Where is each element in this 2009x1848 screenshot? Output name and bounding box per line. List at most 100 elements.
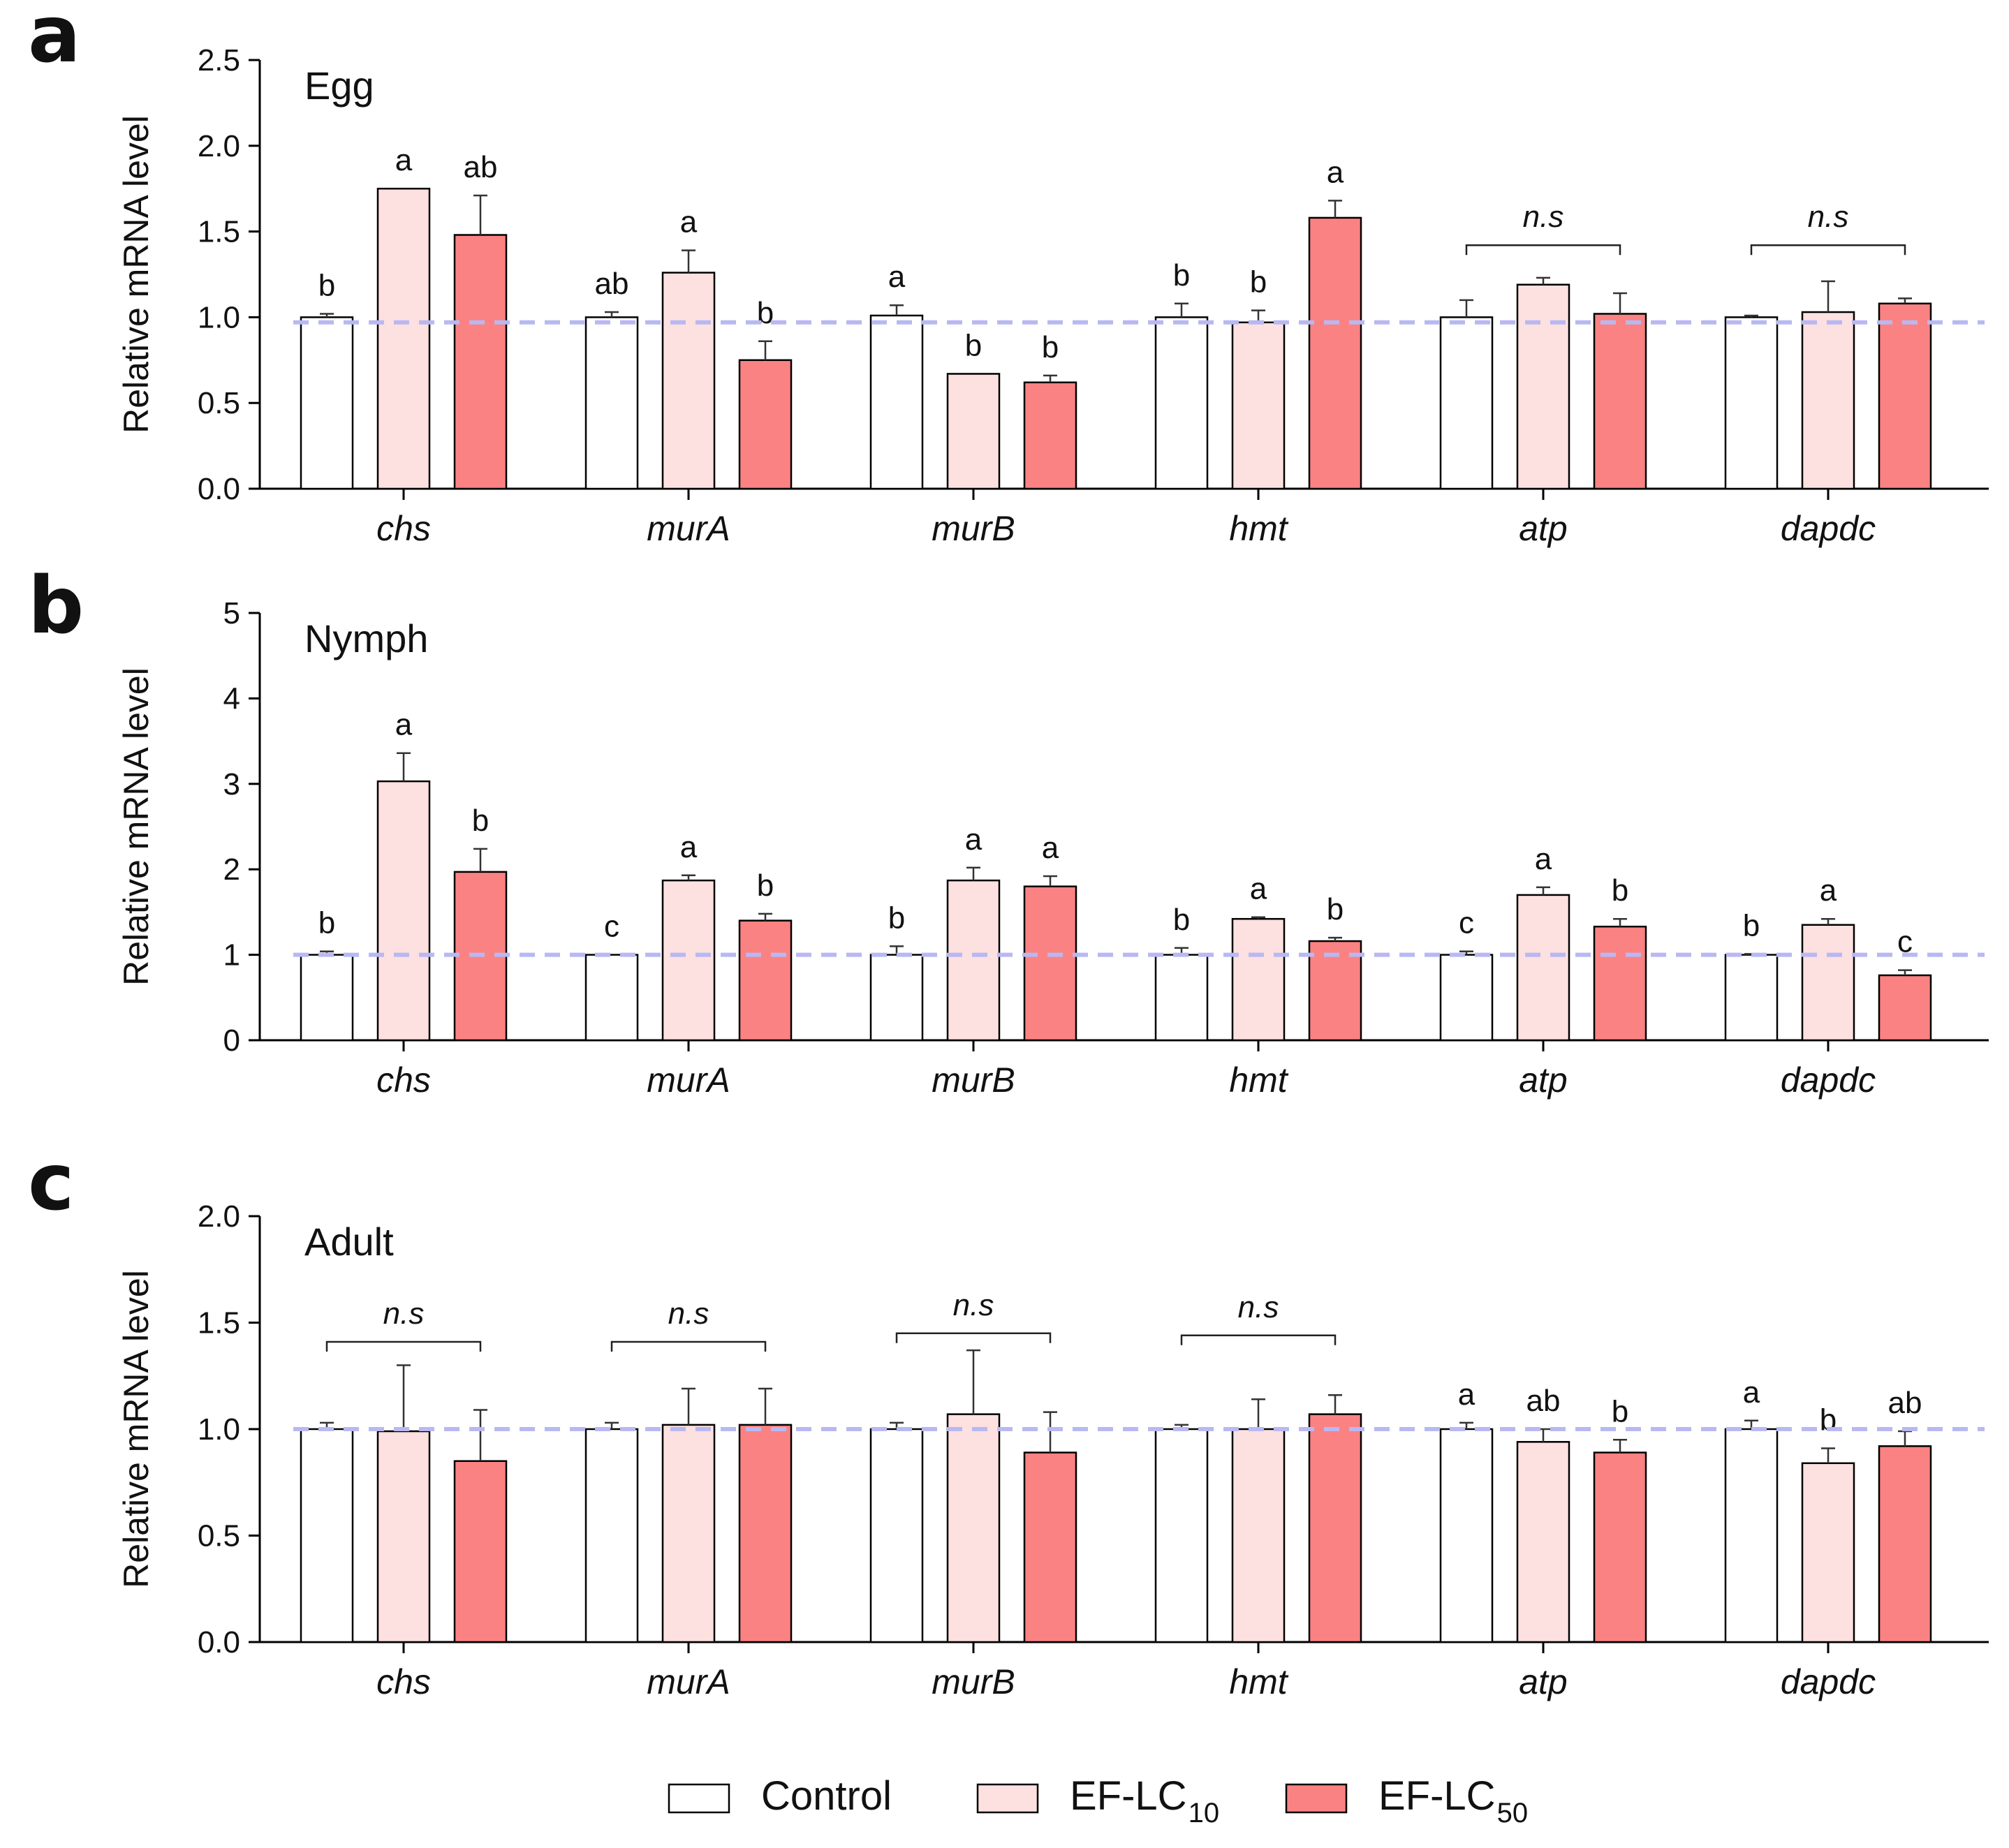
panel-c-bar-dapdc-s2 [1878, 1445, 1932, 1643]
panel-c-ns-bracket-hmt [1180, 1334, 1337, 1345]
panel-a-bar-dapdc-s2 [1878, 302, 1932, 490]
panel-b-bar-dapdc-s0 [1724, 954, 1779, 1042]
panel-c-letter: c [28, 1137, 74, 1228]
panel-b-sig-label: b [888, 901, 905, 935]
panel-a-stage-title: Egg [304, 64, 374, 108]
panel-b-bar-murA-s0 [584, 954, 639, 1042]
panel-a-bar-dapdc-s0 [1724, 316, 1779, 490]
panel-c-bar-chs-s1 [376, 1430, 431, 1643]
panel-a-sig-label: b [318, 268, 335, 302]
panel-c-ns-bracket-murA [610, 1340, 767, 1352]
panel-b-bar-atp-s2 [1593, 925, 1647, 1042]
panel-c-ns-label-hmt: n.s [1238, 1290, 1279, 1324]
panel-b-bar-murA-s1 [661, 879, 716, 1042]
panel-a-bar-atp-s2 [1593, 313, 1647, 490]
panel-b-bar-murB-s2 [1023, 885, 1077, 1042]
panel-b-y-tick-label: 4 [223, 681, 240, 716]
panel-b-sig-label: a [1042, 831, 1059, 865]
panel-b-sig-label: c [604, 910, 619, 944]
legend-swatch-ef-lc50 [1285, 1783, 1348, 1814]
panel-a-y-tick-label: 0.0 [198, 472, 240, 506]
panel-b-sig-label: a [1535, 842, 1552, 876]
legend-swatch-control [668, 1783, 730, 1814]
panel-a-y-tick-label: 2.5 [198, 43, 240, 77]
panel-b-gene-label-dapdc: dapdc [1781, 1060, 1876, 1100]
panel-a-y-tick-label: 1.5 [198, 215, 240, 249]
panel-c-bar-dapdc-s0 [1724, 1428, 1779, 1643]
panel-c-bar-murB-s1 [946, 1413, 1001, 1643]
panel-b-bar-atp-s0 [1439, 954, 1494, 1042]
panel-c-ns-bracket-chs [325, 1340, 482, 1352]
panel-a-bar-murA-s2 [738, 359, 793, 490]
panel-c-bar-hmt-s2 [1308, 1413, 1362, 1643]
panel-b-bar-murA-s2 [738, 919, 793, 1042]
panel-a-bar-hmt-s0 [1154, 316, 1209, 490]
panel-a-bar-chs-s2 [453, 234, 508, 490]
panel-a-sig-label: b [1173, 258, 1190, 293]
panel-c-stage-title: Adult [304, 1220, 394, 1264]
panel-c-ns-label-murA: n.s [668, 1296, 709, 1331]
panel-c-ns-label-chs: n.s [383, 1296, 425, 1331]
panel-a-letter: a [28, 0, 81, 80]
panel-a-sig-label: a [680, 205, 698, 239]
panel-b-y-tick-label: 5 [223, 596, 240, 630]
panel-b-sig-label: a [680, 830, 698, 864]
panel-c-ns-bracket-murB [895, 1332, 1052, 1343]
panel-b-sig-label: b [1612, 873, 1628, 908]
panel-a-bar-atp-s1 [1516, 283, 1570, 490]
panel-a-bar-murB-s1 [946, 373, 1001, 490]
panel-c-bar-dapdc-s1 [1801, 1462, 1855, 1643]
panel-c-bar-murA-s2 [738, 1424, 793, 1643]
panel-c-sig-label: b [1612, 1394, 1628, 1428]
panel-b-sig-label: b [1173, 903, 1190, 937]
panel-c-bar-atp-s0 [1439, 1428, 1494, 1643]
panel-c-y-tick-label: 1.5 [198, 1306, 240, 1340]
panel-a-sig-label: b [1042, 330, 1059, 364]
panel-b-gene-label-atp: atp [1519, 1060, 1568, 1100]
panel-b-sig-label: a [1250, 872, 1267, 906]
panel-a-bar-murB-s2 [1023, 381, 1077, 490]
panel-c-gene-label-hmt: hmt [1229, 1662, 1288, 1701]
panel-a-y-axis-title: Relative mRNA level [117, 115, 156, 434]
panel-b-letter: b [28, 561, 84, 651]
panel-b-sig-label: a [1820, 873, 1837, 908]
panel-a-bar-atp-s0 [1439, 316, 1494, 490]
panel-a-sig-label: a [1327, 155, 1344, 189]
panel-b-gene-label-hmt: hmt [1229, 1060, 1288, 1100]
panel-c-bar-murB-s2 [1023, 1451, 1077, 1643]
legend-sub-ef-lc10: 10 [1189, 1798, 1220, 1828]
panel-b-bar-hmt-s2 [1308, 940, 1362, 1042]
panel-c-sig-label: ab [1888, 1386, 1922, 1420]
panel-a-y-tick-label: 0.5 [198, 386, 240, 420]
panel-a-y-tick-label: 2.0 [198, 129, 240, 163]
panel-c-bar-murA-s0 [584, 1428, 639, 1643]
panel-a-ns-bracket-atp [1465, 244, 1621, 256]
panel-a-sig-label: a [395, 143, 413, 177]
panel-a-sig-label: ab [464, 150, 498, 184]
panel-a-bar-murB-s0 [869, 314, 924, 490]
panel-a-gene-label-chs: chs [376, 509, 431, 548]
panel-b-y-tick-label: 2 [223, 852, 240, 887]
panel-a-bar-murA-s0 [584, 316, 639, 490]
panel-b-bar-hmt-s1 [1231, 917, 1286, 1042]
panel-b-sig-label: b [1327, 892, 1344, 926]
panel-c-gene-label-dapdc: dapdc [1781, 1662, 1876, 1701]
panel-c-y-axis-title: Relative mRNA level [117, 1270, 156, 1588]
panel-c-sig-label: ab [1526, 1384, 1561, 1418]
panel-b-bar-chs-s1 [376, 780, 431, 1042]
panel-c-bar-chs-s2 [453, 1460, 508, 1643]
panel-a-bar-chs-s0 [300, 316, 354, 490]
legend-sub-ef-lc50: 50 [1497, 1798, 1529, 1828]
panel-b-sig-label: a [395, 708, 413, 742]
panel-b-sig-label: b [757, 868, 774, 903]
panel-b-gene-label-chs: chs [376, 1060, 431, 1100]
panel-c-ns-label-murB: n.s [953, 1288, 994, 1322]
panel-a-bar-murA-s1 [661, 272, 716, 490]
panel-b-sig-label: b [1743, 908, 1760, 943]
panel-c-gene-label-murB: murB [932, 1662, 1015, 1701]
panel-a-ns-label-dapdc: n.s [1808, 200, 1849, 234]
panel-b-y-tick-label: 1 [223, 938, 240, 973]
panel-a-gene-label-hmt: hmt [1229, 509, 1288, 548]
